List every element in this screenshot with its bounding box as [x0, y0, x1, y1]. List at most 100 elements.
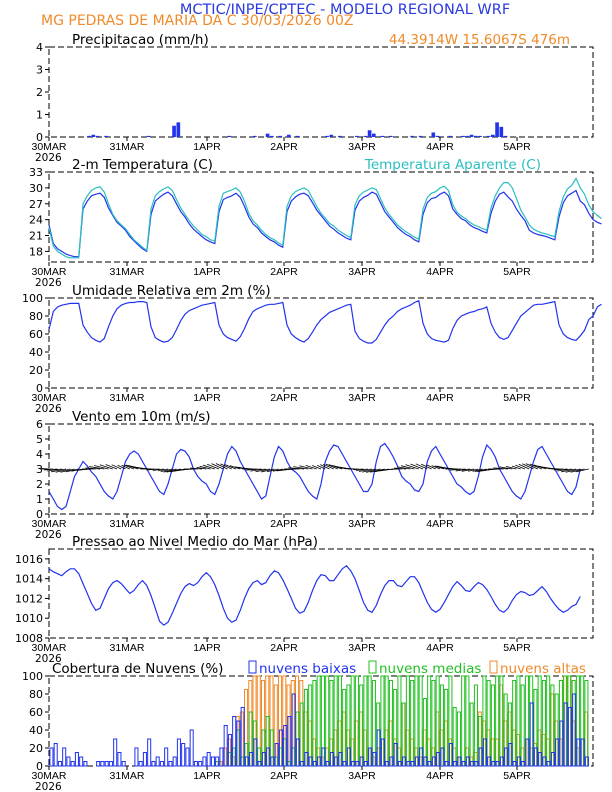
x-tick-label: 31MAR [109, 392, 144, 404]
wind-vector [410, 463, 424, 470]
y-tick-label: 2 [36, 86, 43, 99]
y-tick-label: 1008 [15, 632, 43, 645]
cloud-bar-nuvens-baixas [172, 756, 177, 767]
wind-vector [468, 468, 479, 472]
x-tick-label: 3APR [348, 141, 376, 153]
cloud-bar-nuvens-medias [486, 680, 491, 767]
cloud-bar-nuvens-baixas [431, 756, 436, 767]
wind-vector [575, 468, 589, 473]
cloud-bar-nuvens-baixas [198, 761, 203, 767]
series-line-Pressao [48, 564, 581, 626]
precip-bar [87, 135, 91, 137]
cloud-bar-nuvens-baixas [538, 752, 543, 767]
x-tick-label: 31MAR [109, 141, 144, 153]
cloud-bar-nuvens-baixas [278, 729, 283, 767]
y-tick-label: 0 [36, 131, 43, 144]
cloud-bar-nuvens-baixas [495, 761, 500, 767]
cloud-bar-nuvens-baixas [219, 747, 224, 767]
cloud-bar-nuvens-baixas [53, 743, 58, 767]
cloud-bar-nuvens-baixas [567, 707, 572, 767]
wind-vector [353, 468, 364, 471]
precip-bar [329, 134, 334, 137]
panel-title: Umidade Relativa em 2m (%) [72, 283, 271, 299]
cloud-bar-nuvens-baixas [410, 761, 415, 767]
cloud-bar-nuvens-medias [388, 680, 393, 767]
y-tick-label: 20 [29, 742, 43, 755]
y-tick-label: 60 [29, 706, 43, 719]
x-tick-label: 4APR [426, 770, 454, 782]
cloud-bar-nuvens-baixas [563, 702, 568, 767]
cloud-bar-nuvens-baixas [257, 761, 262, 767]
cloud-bar-nuvens-baixas [253, 738, 258, 767]
x-tick-label: 4APR [426, 266, 454, 278]
x-year-label: 2026 [35, 653, 62, 665]
wind-vector [553, 468, 568, 471]
wind-vector [305, 465, 317, 470]
precip-bar [363, 135, 368, 137]
cloud-bar-nuvens-baixas [521, 761, 526, 767]
cloud-bar-nuvens-baixas [270, 756, 275, 767]
cloud-bar-nuvens-medias [299, 702, 304, 767]
x-tick-label: 2APR [270, 642, 298, 654]
cloud-bar-nuvens-baixas [151, 761, 156, 767]
cloud-bar-nuvens-baixas [304, 752, 309, 767]
cloud-bar-nuvens-baixas [550, 752, 555, 767]
cloud-bar-nuvens-baixas [291, 693, 296, 767]
x-tick-label: 30MAR [31, 518, 66, 530]
cloud-bar-nuvens-baixas [346, 747, 351, 767]
wind-vector [400, 465, 415, 470]
wind-vector [105, 464, 118, 470]
y-tick-label: 80 [29, 310, 43, 323]
cloud-bar-nuvens-baixas [176, 738, 181, 767]
cloud-bar-nuvens-baixas [491, 761, 496, 767]
x-tick-label: 1APR [193, 518, 221, 530]
header-coords: 44.3914W 15.6067S 476m [389, 32, 570, 48]
y-tick-label: 1012 [15, 592, 43, 605]
wind-vector [261, 468, 275, 473]
x-tick-label: 3APR [348, 392, 376, 404]
wind-vector [397, 466, 411, 470]
precip-bar [176, 122, 181, 137]
x-tick-label: 1APR [193, 642, 221, 654]
y-tick-label: 4 [36, 41, 43, 54]
cloud-bar-nuvens-baixas [440, 747, 445, 767]
y-tick-label: 60 [29, 328, 43, 341]
precip-bar [499, 126, 504, 137]
wind-vector [203, 464, 215, 470]
precip-bar [478, 135, 482, 137]
x-tick-label: 1APR [193, 266, 221, 278]
cloud-bar-nuvens-medias [333, 675, 338, 767]
cloud-bar-nuvens-medias [495, 675, 500, 767]
cloud-bar-nuvens-baixas [96, 761, 101, 767]
cloud-bar-nuvens-baixas [274, 743, 279, 767]
wind-vector [255, 468, 271, 473]
wind-vector [506, 466, 517, 470]
wind-vector [499, 466, 513, 470]
x-tick-label: 5APR [503, 266, 531, 278]
cloud-bar-nuvens-baixas [62, 747, 67, 767]
wind-vector [557, 468, 572, 472]
x-tick-label: 5APR [503, 642, 531, 654]
y-tick-label: 40 [29, 724, 43, 737]
wind-vector [160, 468, 173, 472]
x-tick-label: 4APR [426, 392, 454, 404]
cloud-bar-nuvens-baixas [342, 761, 347, 767]
cloud-bar-nuvens-medias [546, 675, 551, 767]
precip-bar [486, 135, 491, 137]
cloud-bar-nuvens-baixas [168, 761, 173, 767]
legend-swatch [489, 660, 498, 674]
precip-bar [325, 135, 329, 137]
y-tick-label: 1014 [15, 573, 43, 586]
wind-vector [266, 468, 279, 473]
cloud-bar-nuvens-baixas [240, 707, 245, 767]
y-tick-label: 4 [36, 448, 43, 461]
y-tick-label: 1 [36, 493, 43, 506]
wind-vector [431, 465, 441, 470]
x-tick-label: 3APR [348, 518, 376, 530]
y-tick-label: 27 [29, 198, 43, 211]
cloud-bar-nuvens-baixas [206, 752, 211, 767]
cloud-bar-nuvens-medias [452, 707, 457, 767]
wind-vector [474, 468, 487, 473]
cloud-bar-nuvens-medias [512, 680, 517, 767]
